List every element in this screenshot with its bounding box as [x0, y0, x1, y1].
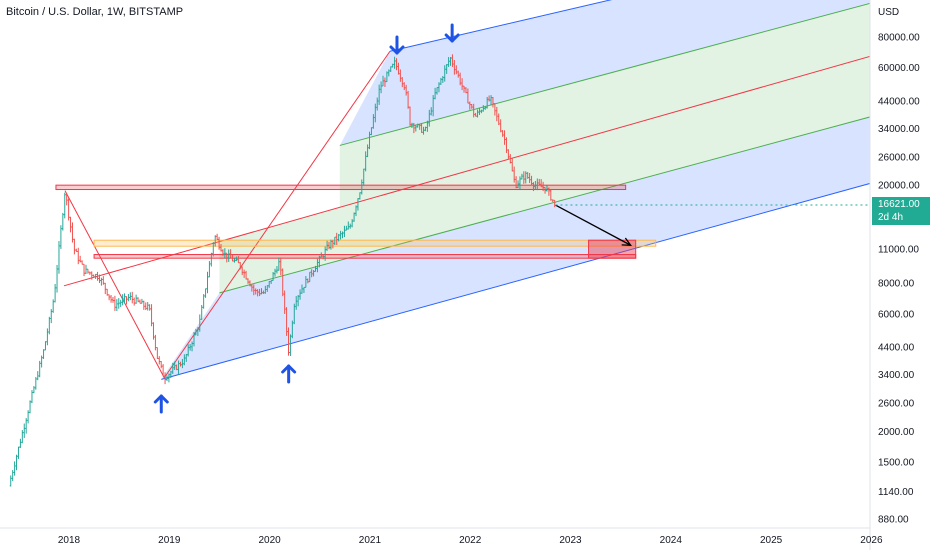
channel-middle-line	[63, 55, 870, 287]
x-tick-label: 2021	[359, 535, 382, 546]
x-tick-label: 2018	[58, 535, 81, 546]
horizontal-zone	[93, 239, 657, 247]
y-tick-label: 1500.00	[878, 458, 915, 469]
projection-arrow	[555, 204, 631, 246]
channel-band-lower	[161, 116, 870, 380]
horizontal-zone	[93, 254, 637, 259]
channel-band-upper	[339, 0, 870, 146]
last-price-tag: 16621.00 2d 4h	[872, 197, 930, 225]
bar-countdown: 2d 4h	[878, 212, 904, 223]
fork-handle-right	[163, 50, 391, 379]
channel-lower-line	[161, 182, 870, 380]
y-tick-label: 34000.00	[878, 124, 920, 135]
x-tick-label: 2019	[158, 535, 181, 546]
channel-upper-line	[389, 0, 613, 52]
channel-median-low-line	[219, 116, 870, 294]
projection-arrow-head	[621, 237, 632, 246]
fork-handle-left	[64, 190, 165, 378]
y-tick-label: 44000.00	[878, 96, 920, 107]
last-price-value: 16621.00	[878, 199, 920, 210]
drawing-overlays	[153, 23, 870, 414]
y-tick-label: 3400.00	[878, 370, 915, 381]
down-arrow-marker	[444, 23, 460, 43]
x-tick-label: 2020	[258, 535, 281, 546]
y-tick-label: 20000.00	[878, 181, 920, 192]
down-arrow-head	[444, 33, 460, 43]
y-tick-label: 1140.00	[878, 487, 914, 498]
down-arrow-marker	[389, 35, 405, 55]
y-axis-unit: USD	[878, 7, 899, 18]
x-tick-label: 2024	[660, 535, 683, 546]
up-arrow-marker	[153, 394, 169, 414]
y-tick-label: 60000.00	[878, 63, 920, 74]
up-arrow-marker	[281, 364, 297, 384]
candlestick-series	[9, 54, 556, 487]
down-arrow-head	[389, 45, 405, 55]
y-tick-label: 11000.00	[878, 245, 919, 256]
x-tick-label: 2022	[459, 535, 482, 546]
x-axis[interactable]: 2018 2019 2020 2021 2022 2023 2024 2025 2026	[58, 535, 883, 546]
y-tick-label: 6000.00	[878, 309, 915, 320]
channel-band-inner-lower	[219, 55, 870, 293]
channel-band-inner-upper	[339, 2, 870, 208]
y-axis[interactable]: 80000.00 60000.00 44000.00 34000.00 26000.00…	[878, 33, 920, 526]
y-tick-label: 4400.00	[878, 342, 915, 353]
y-tick-label: 2000.00	[878, 427, 915, 438]
chart-title: Bitcoin / U.S. Dollar, 1W, BITSTAMP	[6, 6, 184, 18]
x-tick-label: 2025	[760, 535, 783, 546]
y-tick-label: 8000.00	[878, 279, 915, 290]
x-tick-label: 2023	[559, 535, 582, 546]
y-tick-label: 80000.00	[878, 33, 920, 44]
channel-median-high-line	[339, 2, 870, 146]
y-tick-label: 2600.00	[878, 399, 915, 410]
up-arrow-head	[153, 394, 169, 404]
up-arrow-head	[281, 364, 297, 374]
horizontal-zone	[55, 184, 627, 191]
y-tick-label: 26000.00	[878, 153, 920, 164]
y-tick-label: 880.00	[878, 515, 909, 526]
x-tick-label: 2026	[860, 535, 883, 546]
plot-area	[55, 0, 870, 380]
